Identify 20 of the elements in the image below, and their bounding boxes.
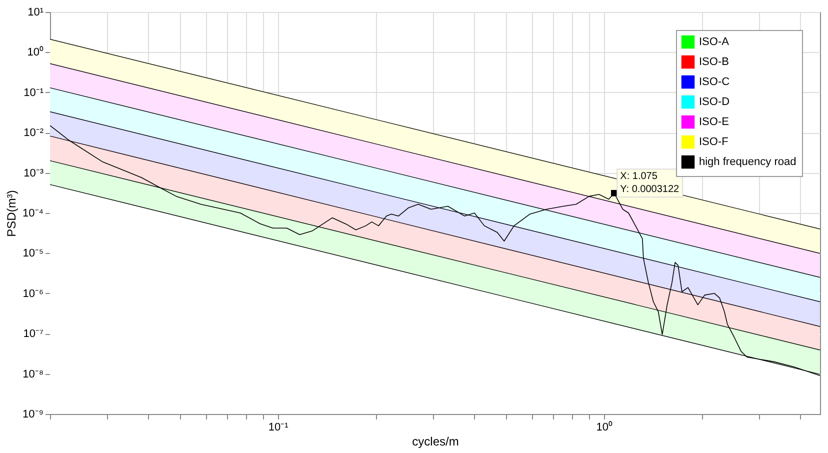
y-tick-label: 10⁻³	[24, 167, 44, 180]
legend-label: high frequency road	[699, 156, 796, 168]
y-tick-label: 10⁻⁵	[22, 248, 44, 260]
legend-label: ISO-D	[699, 96, 730, 108]
legend-label: ISO-A	[699, 36, 730, 48]
y-tick-label: 10⁰	[27, 46, 44, 59]
y-tick-label: 10¹	[28, 6, 44, 18]
y-tick-label: 10⁻⁸	[22, 368, 44, 380]
y-axis-title: PSD(m³)	[4, 190, 19, 237]
x-axis-title: cycles/m	[412, 434, 459, 448]
y-tick-label: 10⁻⁷	[23, 328, 44, 340]
legend-label: ISO-C	[699, 76, 730, 88]
legend-label: ISO-E	[699, 116, 729, 128]
y-tick-label: 10⁻⁴	[22, 208, 44, 220]
y-tick-label: 10⁻²	[24, 127, 44, 140]
y-tick-label: 10⁻⁹	[22, 408, 44, 420]
y-tick-label: 10⁻⁶	[22, 288, 44, 300]
legend-label: ISO-B	[699, 56, 729, 68]
y-tick-label: 10⁻¹	[24, 86, 44, 99]
legend-label: ISO-F	[699, 136, 729, 148]
